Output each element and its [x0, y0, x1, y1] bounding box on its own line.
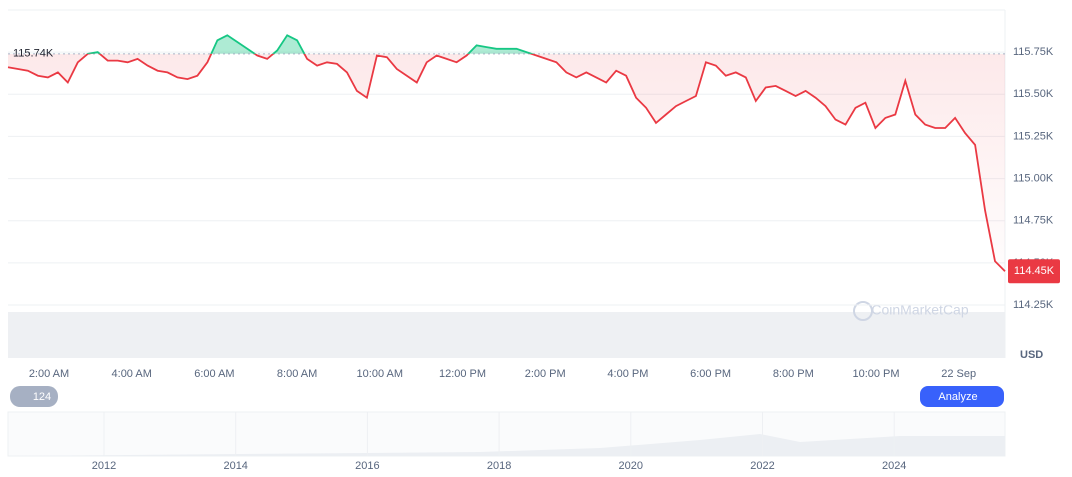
area-up — [87, 35, 532, 54]
y-tick-label: 114.75K — [1013, 215, 1054, 227]
badge-text: 124 — [33, 391, 51, 403]
unit-label: USD — [1020, 349, 1043, 361]
x-tick-label: 2:00 PM — [525, 368, 566, 380]
watermark-logo — [853, 301, 873, 321]
x-tick-label: 12:00 PM — [439, 368, 486, 380]
last-price-label: 114.45K — [1014, 265, 1055, 277]
badge[interactable] — [10, 386, 58, 407]
x-tick-label: 10:00 PM — [852, 368, 899, 380]
navigator-label: 2020 — [619, 460, 643, 472]
price-line-down — [7, 53, 1006, 272]
navigator-label: 2012 — [92, 460, 116, 472]
x-tick-label: 8:00 AM — [277, 368, 317, 380]
x-tick-label: 6:00 AM — [194, 368, 234, 380]
price-line-up — [86, 34, 535, 54]
x-tick-label: 4:00 PM — [607, 368, 648, 380]
x-tick-label: 6:00 PM — [690, 368, 731, 380]
volume-band — [8, 312, 1005, 358]
analyze-button[interactable] — [920, 386, 1004, 407]
x-tick-label: 10:00 AM — [357, 368, 403, 380]
x-tick-label: 4:00 AM — [112, 368, 152, 380]
navigator-label: 2022 — [750, 460, 774, 472]
x-tick-label: 8:00 PM — [773, 368, 814, 380]
y-tick-label: 114.25K — [1013, 299, 1054, 311]
navigator-label: 2024 — [882, 460, 906, 472]
navigator-label: 2016 — [355, 460, 379, 472]
analyze-text: Analyze — [938, 391, 977, 403]
x-tick-label: 2:00 AM — [29, 368, 69, 380]
x-tick-label: 22 Sep — [941, 368, 976, 380]
watermark: CoinMarketCap — [871, 302, 968, 318]
y-tick-label: 115.25K — [1013, 130, 1054, 142]
reference-label: 115.74K — [13, 48, 54, 60]
last-price-tag — [1008, 259, 1060, 284]
y-tick-label: 115.00K — [1013, 172, 1054, 184]
y-tick-label: 115.75K — [1013, 46, 1054, 58]
navigator-label: 2014 — [223, 460, 247, 472]
area-down — [8, 53, 1005, 272]
y-tick-label: 115.50K — [1013, 88, 1054, 100]
navigator-label: 2018 — [487, 460, 511, 472]
navigator-area — [8, 434, 1005, 456]
